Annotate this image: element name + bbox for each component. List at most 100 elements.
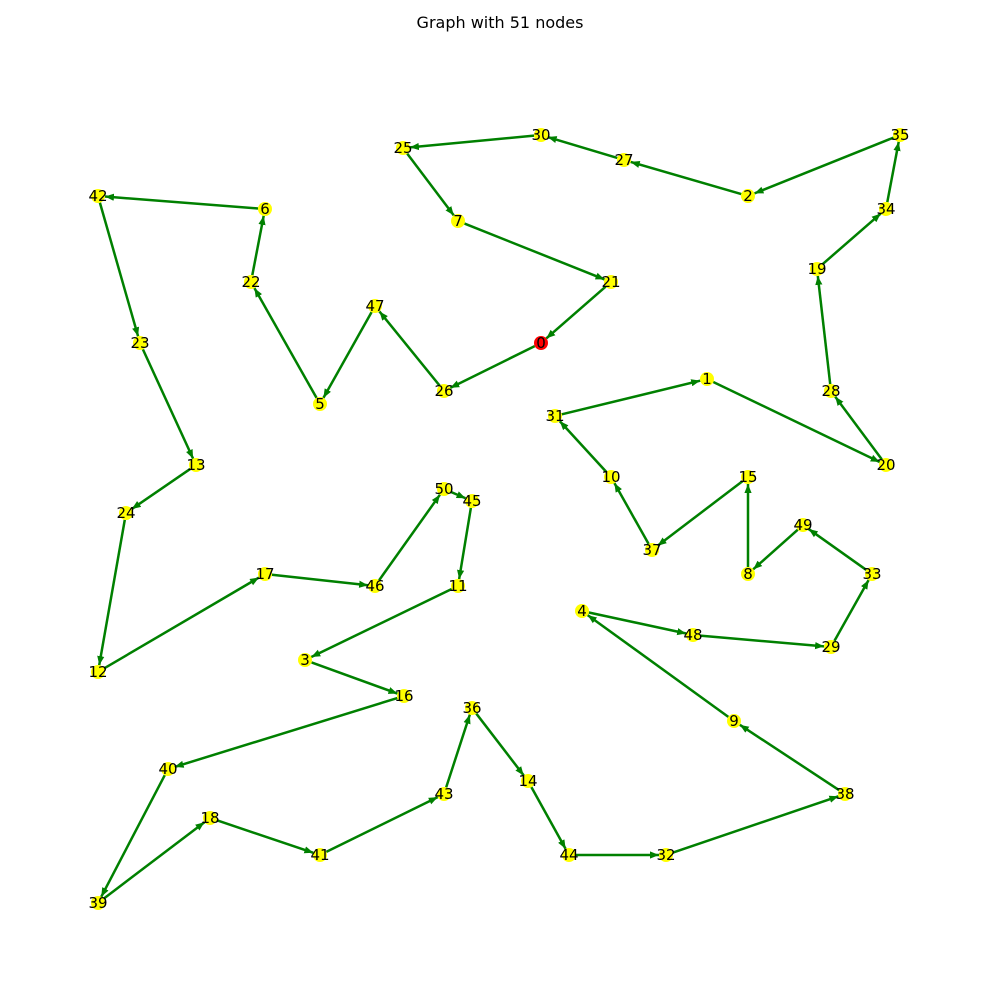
- node-21: [604, 275, 618, 289]
- node-label-12: 12: [88, 663, 107, 681]
- edge-42-23: [98, 202, 140, 337]
- edge-15-37: [656, 480, 744, 547]
- edge-50-45: [449, 490, 467, 500]
- node-label-39: 39: [88, 894, 107, 912]
- node-label-42: 42: [88, 187, 107, 205]
- node-label-26: 26: [434, 382, 453, 400]
- node-label-32: 32: [656, 846, 675, 864]
- node-label-27: 27: [614, 151, 633, 169]
- edge-12-17: [103, 576, 260, 670]
- node-label-3: 3: [300, 651, 310, 669]
- node-36: [465, 701, 479, 715]
- node-label-37: 37: [642, 541, 661, 559]
- edge-21-0: [545, 285, 607, 340]
- graph-title: Graph with 51 nodes: [417, 13, 584, 32]
- node-label-0: 0: [536, 334, 546, 352]
- node-label-45: 45: [462, 492, 481, 510]
- node-label-25: 25: [393, 139, 412, 157]
- node-label-35: 35: [890, 126, 909, 144]
- node-label-20: 20: [876, 456, 895, 474]
- node-40: [161, 762, 175, 776]
- node-12: [91, 665, 105, 679]
- node-label-29: 29: [821, 638, 840, 656]
- edge-1-20: [712, 380, 881, 464]
- node-label-14: 14: [518, 772, 537, 790]
- edge-0-26: [449, 344, 536, 390]
- node-17: [258, 567, 272, 581]
- node-label-17: 17: [255, 565, 274, 583]
- edge-45-11: [457, 507, 473, 580]
- edge-2-27: [630, 160, 742, 196]
- edge-5-22: [253, 287, 318, 399]
- node-26: [437, 384, 451, 398]
- node-46: [368, 579, 382, 593]
- edge-29-33: [833, 579, 870, 642]
- edge-25-7: [406, 152, 455, 217]
- edge-38-9: [739, 723, 840, 792]
- node-16: [397, 689, 411, 703]
- label-layer: 0123456789101112131415161718192021222324…: [88, 126, 909, 912]
- node-label-49: 49: [793, 516, 812, 534]
- edge-39-18: [102, 821, 206, 900]
- node-47: [368, 299, 382, 313]
- node-label-50: 50: [434, 480, 453, 498]
- edge-10-31: [558, 420, 608, 473]
- edge-37-10: [613, 482, 650, 545]
- edge-4-48: [588, 611, 687, 636]
- edge-27-30: [547, 135, 618, 160]
- node-label-2: 2: [743, 187, 753, 205]
- node-30: [534, 128, 548, 142]
- node-label-10: 10: [601, 468, 620, 486]
- node-14: [521, 774, 535, 788]
- edge-16-40: [174, 696, 398, 769]
- node-label-19: 19: [807, 260, 826, 278]
- node-50: [437, 482, 451, 496]
- node-label-23: 23: [130, 334, 149, 352]
- node-label-22: 22: [241, 273, 260, 291]
- edge-28-19: [815, 275, 832, 385]
- node-27: [617, 153, 631, 167]
- node-label-16: 16: [394, 687, 413, 705]
- node-label-34: 34: [876, 200, 895, 218]
- node-44: [562, 848, 576, 862]
- node-48: [686, 628, 700, 642]
- node-5: [313, 397, 327, 411]
- node-label-44: 44: [559, 846, 578, 864]
- node-18: [203, 811, 217, 825]
- node-10: [604, 470, 618, 484]
- node-label-21: 21: [601, 273, 620, 291]
- node-8: [741, 567, 755, 581]
- node-28: [824, 384, 838, 398]
- node-label-43: 43: [434, 785, 453, 803]
- edge-47-5: [322, 311, 373, 399]
- node-label-9: 9: [729, 712, 739, 730]
- node-label-18: 18: [200, 809, 219, 827]
- edge-22-6: [251, 215, 266, 276]
- edge-6-42: [104, 193, 259, 210]
- node-29: [824, 640, 838, 654]
- node-25: [396, 141, 410, 155]
- node-label-47: 47: [365, 297, 384, 315]
- edge-33-49: [807, 528, 868, 571]
- node-32: [659, 848, 673, 862]
- node-label-6: 6: [260, 200, 270, 218]
- edge-31-1: [561, 379, 701, 416]
- node-label-30: 30: [531, 126, 550, 144]
- node-13: [189, 458, 203, 472]
- edge-26-47: [378, 310, 441, 387]
- edge-35-2: [754, 136, 894, 195]
- node-39: [91, 896, 105, 910]
- edge-3-16: [311, 661, 398, 695]
- node-label-40: 40: [158, 760, 177, 778]
- node-42: [91, 189, 105, 203]
- node-label-24: 24: [116, 504, 135, 522]
- node-15: [741, 470, 755, 484]
- node-label-13: 13: [186, 456, 205, 474]
- edge-46-50: [378, 493, 441, 582]
- node-34: [879, 202, 893, 216]
- node-6: [258, 202, 272, 216]
- node-7: [451, 214, 465, 228]
- node-31: [548, 409, 562, 423]
- edge-20-28: [834, 395, 883, 461]
- node-label-8: 8: [743, 565, 753, 583]
